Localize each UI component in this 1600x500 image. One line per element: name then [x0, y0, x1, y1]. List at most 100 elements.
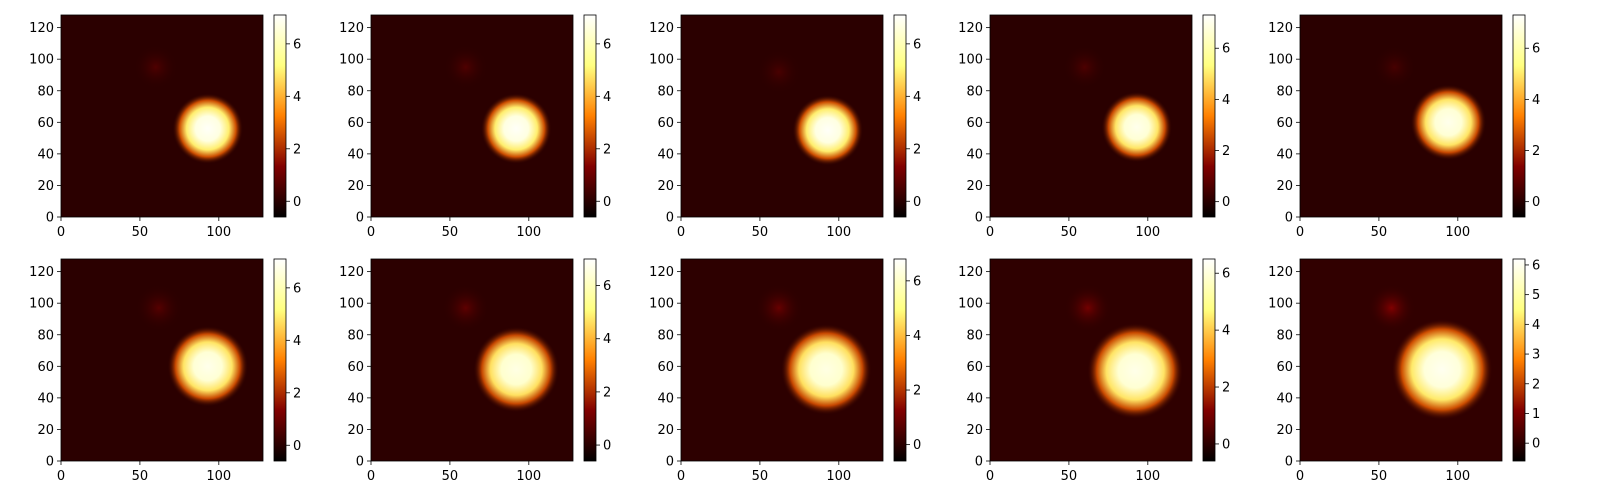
heatmap-panel-4: 0 50 100 0 20 40 60 80 100 120 0 2 4 6 — [958, 14, 1230, 240]
colorbar-tick-label: 1 — [1532, 407, 1540, 422]
colorbar-tick-label: 2 — [293, 142, 301, 157]
y-tick-label: 0 — [356, 211, 364, 226]
colorbar-tick-label: 2 — [603, 385, 611, 400]
colorbar-tick-label: 0 — [603, 195, 611, 210]
colorbar-tick-label: 4 — [603, 332, 611, 347]
colorbar — [894, 15, 906, 217]
y-tick-label: 60 — [37, 116, 54, 131]
heatmap-halo — [755, 284, 803, 332]
y-tick-label: 120 — [29, 21, 54, 36]
colorbar-tick-label: 4 — [293, 90, 301, 105]
axes-frame — [1299, 258, 1503, 462]
colorbar-frame — [1202, 14, 1216, 218]
y-tick-label: 100 — [1268, 297, 1293, 312]
y-tick-label: 0 — [666, 455, 674, 470]
y-tick-label: 120 — [1268, 265, 1293, 280]
y-tick-label: 20 — [657, 179, 674, 194]
y-tick-label: 120 — [649, 21, 674, 36]
colorbar — [1203, 15, 1215, 217]
heatmap-blob — [480, 93, 552, 164]
y-tick-label: 80 — [657, 84, 674, 99]
y-tick-label: 0 — [46, 455, 54, 470]
axes-frame — [370, 14, 574, 218]
heatmap-panel-6: 0 50 100 0 20 40 60 80 100 120 0 2 4 6 — [29, 258, 301, 484]
x-tick-label: 50 — [132, 469, 149, 484]
x-tick-label: 100 — [1135, 225, 1160, 240]
y-tick-label: 60 — [966, 116, 983, 131]
heatmap-panel-10: 0 50 100 0 20 40 60 80 100 120 0 1 2 3 4 5 6 — [1268, 258, 1540, 484]
colorbar-tick-label: 4 — [1532, 93, 1540, 108]
y-tick-label: 80 — [966, 84, 983, 99]
heatmap-panel-3: 0 50 100 0 20 40 60 80 100 120 0 2 4 6 — [649, 14, 921, 240]
colorbar-frame — [583, 258, 597, 462]
heatmap-halo — [1064, 284, 1112, 332]
axes-frame — [60, 14, 264, 218]
y-tick-label: 40 — [966, 147, 983, 162]
heatmap-panel-5: 0 50 100 0 20 40 60 80 100 120 0 2 4 6 — [1268, 14, 1540, 240]
colorbar-tick-label: 6 — [603, 279, 611, 294]
axes-frame — [680, 14, 884, 218]
x-tick-label: 100 — [1445, 225, 1470, 240]
y-tick-label: 40 — [347, 147, 364, 162]
y-tick-label: 40 — [1276, 147, 1293, 162]
x-tick-label: 0 — [677, 469, 685, 484]
x-tick-label: 50 — [1371, 225, 1388, 240]
x-tick-label: 100 — [1135, 469, 1160, 484]
x-tick-label: 0 — [57, 469, 65, 484]
x-tick-label: 0 — [57, 225, 65, 240]
axes-frame — [1299, 14, 1503, 218]
y-tick-label: 60 — [37, 360, 54, 375]
colorbar — [1513, 15, 1525, 217]
heatmap-blob — [167, 325, 249, 407]
y-tick-label: 60 — [657, 360, 674, 375]
axes-frame — [989, 14, 1193, 218]
x-tick-label: 0 — [367, 469, 375, 484]
colorbar-tick-label: 0 — [913, 438, 921, 453]
heatmap-halo — [1062, 44, 1107, 90]
colorbar-frame — [1512, 14, 1526, 218]
y-tick-label: 100 — [649, 53, 674, 68]
colorbar-tick-label: 2 — [913, 384, 921, 399]
colorbar-tick-label: 0 — [1222, 195, 1230, 210]
y-tick-label: 0 — [46, 211, 54, 226]
colorbar-frame — [583, 14, 597, 218]
heatmap-halo — [1372, 44, 1417, 90]
y-tick-label: 60 — [347, 360, 364, 375]
axes-frame — [989, 258, 1193, 462]
y-tick-label: 20 — [966, 423, 983, 438]
y-tick-label: 100 — [29, 53, 54, 68]
y-tick-label: 40 — [37, 147, 54, 162]
heatmap-blob — [1087, 323, 1184, 420]
heatmap-halo — [756, 49, 801, 94]
colorbar-tick-label: 4 — [1532, 318, 1540, 333]
colorbar-tick-label: 6 — [1222, 42, 1230, 57]
heatmap-blob — [473, 326, 560, 413]
colorbar-tick-label: 0 — [1532, 195, 1540, 210]
colorbar-tick-label: 4 — [913, 329, 921, 344]
x-tick-label: 50 — [442, 469, 459, 484]
y-tick-label: 40 — [966, 391, 983, 406]
colorbar-tick-label: 4 — [913, 90, 921, 105]
colorbar — [274, 259, 286, 461]
x-tick-label: 0 — [1296, 225, 1304, 240]
colorbar-frame — [273, 14, 287, 218]
colorbar-tick-label: 6 — [293, 37, 301, 52]
y-tick-label: 0 — [666, 211, 674, 226]
x-tick-label: 0 — [367, 225, 375, 240]
y-tick-label: 100 — [958, 53, 983, 68]
colorbar-tick-label: 3 — [1532, 348, 1540, 363]
heatmap-panel-2: 0 50 100 0 20 40 60 80 100 120 0 2 4 6 — [339, 14, 611, 240]
heatmap-panel-1: 0 50 100 0 20 40 60 80 100 120 0 2 4 6 — [29, 14, 301, 240]
y-tick-label: 80 — [347, 84, 364, 99]
y-tick-label: 100 — [649, 297, 674, 312]
axes-frame — [60, 258, 264, 462]
y-tick-label: 60 — [657, 116, 674, 131]
heatmap-blob — [780, 324, 872, 415]
y-tick-label: 80 — [37, 84, 54, 99]
x-tick-label: 50 — [1061, 225, 1078, 240]
x-tick-label: 100 — [516, 225, 541, 240]
x-tick-label: 100 — [206, 469, 231, 484]
y-tick-label: 100 — [1268, 53, 1293, 68]
colorbar-tick-label: 0 — [603, 439, 611, 454]
